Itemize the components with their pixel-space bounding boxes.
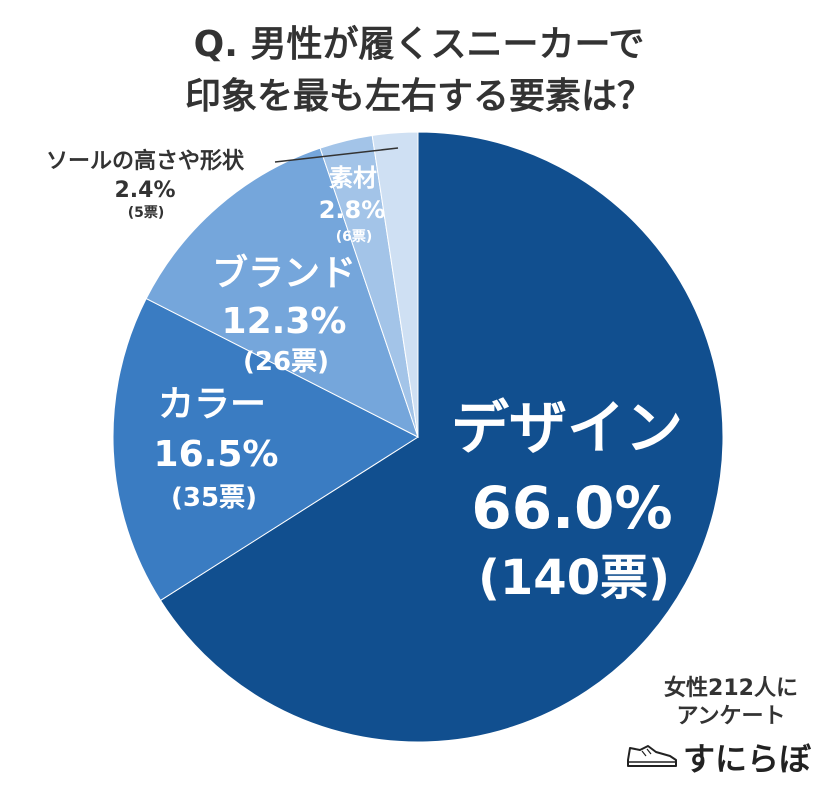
slice-percent-design: 66.0% bbox=[471, 474, 672, 542]
slice-name-design: デザイン bbox=[451, 394, 683, 462]
slice-percent-material: 2.8% bbox=[319, 196, 386, 224]
slice-name-material: 素材 bbox=[329, 164, 377, 192]
slice-votes-color: (35票) bbox=[171, 483, 257, 513]
pie-slice-design bbox=[159, 131, 724, 743]
slice-label-color: カラー 16.5% (35票) bbox=[154, 384, 279, 513]
slice-percent-color: 16.5% bbox=[154, 434, 279, 475]
chart-title-line-1: Q. 男性が履くスニーカーで bbox=[194, 24, 645, 65]
slice-label-material: 素材 2.8% (6票) bbox=[319, 164, 386, 245]
slice-votes-brand: (26票) bbox=[243, 347, 329, 377]
pie-slice-brand bbox=[145, 147, 419, 439]
pie-slice-color bbox=[112, 297, 420, 602]
slice-label-sole: ソールの高さや形状 2.4% (5票) bbox=[46, 147, 399, 221]
pie-slices bbox=[112, 131, 724, 743]
slice-name-sole: ソールの高さや形状 bbox=[46, 148, 245, 174]
slice-name-color: カラー bbox=[158, 384, 266, 425]
sneaker-icon bbox=[627, 745, 677, 767]
slice-label-design: デザイン 66.0% (140票) bbox=[451, 394, 683, 606]
leader-line bbox=[274, 147, 399, 163]
brand-logo: すにらぼ bbox=[627, 740, 812, 778]
slice-votes-design: (140票) bbox=[478, 550, 670, 606]
survey-note-line-2: アンケート bbox=[676, 704, 785, 729]
survey-note-line-1: 女性212人に bbox=[664, 675, 798, 701]
slice-name-brand: ブランド bbox=[212, 252, 356, 294]
slice-percent-brand: 12.3% bbox=[222, 301, 347, 342]
brand-name: すにらぼ bbox=[683, 740, 812, 778]
pie-slice-sole bbox=[371, 131, 419, 438]
chart-title-line-2: 印象を最も左右する要素は？ bbox=[185, 76, 653, 117]
slice-label-brand: ブランド 12.3% (26票) bbox=[212, 252, 356, 377]
slice-votes-sole: (5票) bbox=[128, 205, 165, 221]
slice-percent-sole: 2.4% bbox=[114, 178, 175, 203]
slice-votes-material: (6票) bbox=[336, 229, 373, 245]
